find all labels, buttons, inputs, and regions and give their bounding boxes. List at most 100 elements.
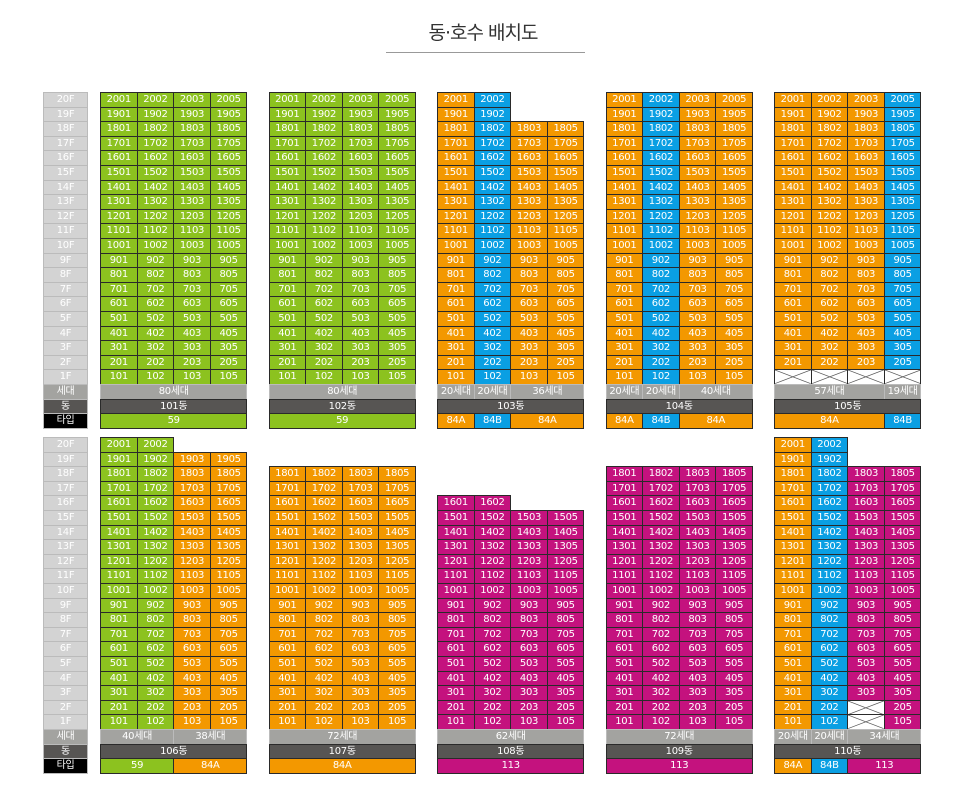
unit-cell: 1302 xyxy=(305,539,343,555)
unit-cell: 601 xyxy=(268,296,307,312)
unit-cell: 805 xyxy=(209,267,248,283)
unit-cell: 1701 xyxy=(437,135,475,152)
unit-cell: 1003 xyxy=(847,238,885,254)
unit-cell: 803 xyxy=(173,612,211,628)
unit-cell: 303 xyxy=(510,685,548,701)
unit-cell: 1802 xyxy=(473,121,512,137)
unit-cell: 1201 xyxy=(774,208,812,225)
unit-cell: 1105 xyxy=(209,568,248,584)
unit-cell: 101 xyxy=(605,369,644,385)
unit-cell: 503 xyxy=(847,311,885,327)
unit-cell: 1502 xyxy=(810,165,849,181)
unit-cell: 1301 xyxy=(605,539,644,555)
unit-cell: 503 xyxy=(173,656,211,672)
unit-cell: 403 xyxy=(341,325,380,342)
unit-cell: 1702 xyxy=(473,135,512,152)
unit-cell: 603 xyxy=(847,641,885,657)
unit-cell: 1801 xyxy=(437,121,475,137)
unit-cell: 1705 xyxy=(378,135,416,152)
unit-cell: 1302 xyxy=(305,194,343,210)
unit-cell: 1505 xyxy=(546,165,585,181)
unit-cell: 202 xyxy=(136,354,175,371)
unit-cell: 401 xyxy=(774,670,812,687)
unit-cell: 403 xyxy=(173,670,211,687)
unit-cell: 1601 xyxy=(774,495,812,511)
building-name: 104동 xyxy=(605,398,753,415)
unit-cell: 1802 xyxy=(136,121,175,137)
floor-label: 14F xyxy=(43,524,88,541)
unit-cell: 1503 xyxy=(847,165,885,181)
unit-cell: 805 xyxy=(546,612,585,628)
unit-cell: 103 xyxy=(678,369,717,385)
unit-cell: 1203 xyxy=(847,208,885,225)
household-count: 72세대 xyxy=(268,729,416,745)
unit-cell: 402 xyxy=(473,670,512,687)
unit-cell: 805 xyxy=(546,267,585,283)
unit-cell: 1105 xyxy=(883,223,922,239)
floor-label: 7F xyxy=(43,626,88,643)
unit-cell: 1001 xyxy=(437,238,475,254)
unit-cell: 805 xyxy=(715,267,753,283)
unit-cell: 1803 xyxy=(678,121,717,137)
unit-cell: 1503 xyxy=(341,510,380,526)
unit-cell: 402 xyxy=(136,670,175,687)
unit-type: 84B xyxy=(810,758,849,774)
unit-cell: 1701 xyxy=(605,135,644,152)
unit-cell: 202 xyxy=(810,699,849,716)
unit-cell: 202 xyxy=(305,699,343,716)
building-name: 110동 xyxy=(774,743,922,760)
unit-cell: 305 xyxy=(209,340,248,356)
unit-cell: 1402 xyxy=(136,524,175,541)
unit-cell: 701 xyxy=(437,281,475,298)
unit-type: 84B xyxy=(642,413,680,429)
unit-cell: 801 xyxy=(100,267,138,283)
unit-cell: 903 xyxy=(341,252,380,269)
household-count: 20세대 xyxy=(605,384,644,400)
unit-cell: 205 xyxy=(715,354,753,371)
unit-cell: 402 xyxy=(642,670,680,687)
unit-cell: 1402 xyxy=(473,524,512,541)
unit-cell: 1103 xyxy=(678,223,717,239)
floor-label: 13F xyxy=(43,194,88,210)
unit-type: 84B xyxy=(883,413,922,429)
unit-cell: 1705 xyxy=(546,135,585,152)
unit-cell: 1503 xyxy=(341,165,380,181)
unit-cell: 1101 xyxy=(774,223,812,239)
unit-cell: 605 xyxy=(209,296,248,312)
unit-cell: 1805 xyxy=(209,121,248,137)
unit-cell: 1602 xyxy=(305,150,343,166)
unit-cell: 1201 xyxy=(268,208,307,225)
unit-cell: 1505 xyxy=(378,510,416,526)
unit-cell: 902 xyxy=(136,597,175,614)
unit-cell: 1901 xyxy=(437,106,475,123)
unit-cell: 405 xyxy=(378,325,416,342)
unit-cell: 701 xyxy=(774,281,812,298)
unit-cell: 902 xyxy=(305,597,343,614)
unit-cell: 303 xyxy=(510,340,548,356)
unit-cell: 705 xyxy=(209,281,248,298)
unit-cell: 1605 xyxy=(546,150,585,166)
unit-cell: 805 xyxy=(209,612,248,628)
unit-cell: 102 xyxy=(473,369,512,385)
unit-cell: 1805 xyxy=(715,466,753,482)
unit-cell: 1901 xyxy=(100,106,138,123)
floor-label: 7F xyxy=(43,281,88,298)
unit-cell: 1201 xyxy=(437,553,475,570)
unit-cell: 1603 xyxy=(678,150,717,166)
unit-cell: 1305 xyxy=(546,194,585,210)
unit-cell: 1201 xyxy=(605,553,644,570)
unit-cell: 703 xyxy=(173,281,211,298)
unit-cell: 1003 xyxy=(678,238,717,254)
unit-cell: 201 xyxy=(437,699,475,716)
unit-cell: 1205 xyxy=(883,553,922,570)
unit-cell: 603 xyxy=(173,641,211,657)
unit-cell: 2001 xyxy=(774,92,812,108)
unit-cell: 903 xyxy=(173,597,211,614)
unit-cell: 702 xyxy=(305,281,343,298)
unit-cell: 503 xyxy=(847,656,885,672)
unit-cell: 1703 xyxy=(678,135,717,152)
unit-type: 84B xyxy=(473,413,512,429)
unit-cell: 405 xyxy=(546,670,585,687)
unit-cell: 1402 xyxy=(810,179,849,196)
unit-cell: 501 xyxy=(437,656,475,672)
